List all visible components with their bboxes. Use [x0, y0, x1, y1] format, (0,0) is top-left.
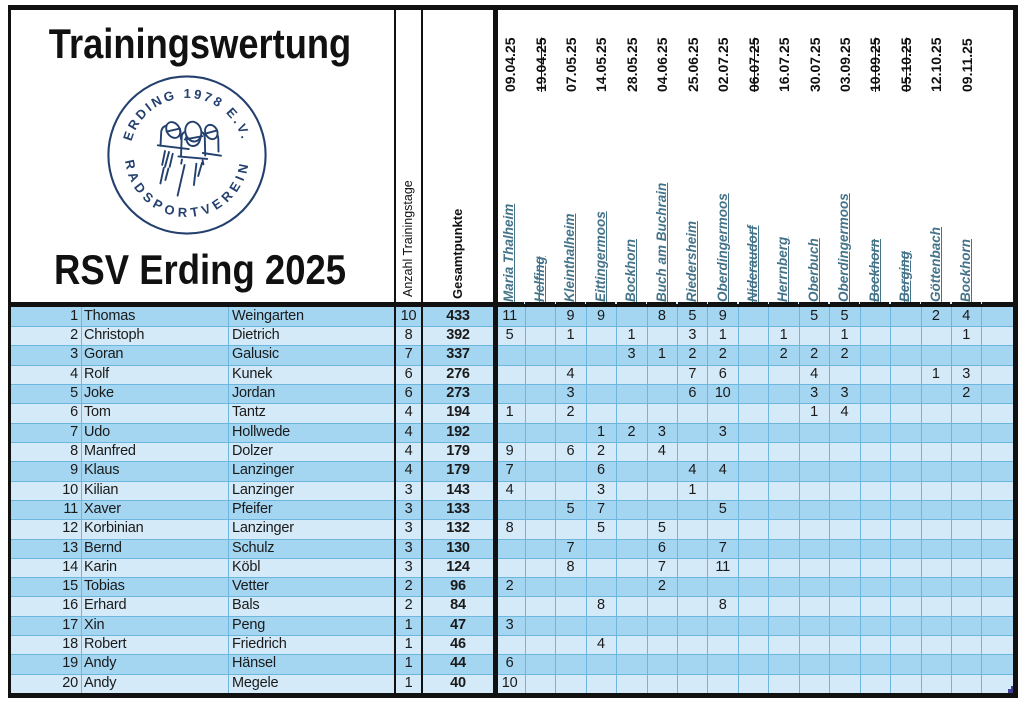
svg-text:RADSPORTVEREIN: RADSPORTVEREIN [122, 158, 252, 220]
